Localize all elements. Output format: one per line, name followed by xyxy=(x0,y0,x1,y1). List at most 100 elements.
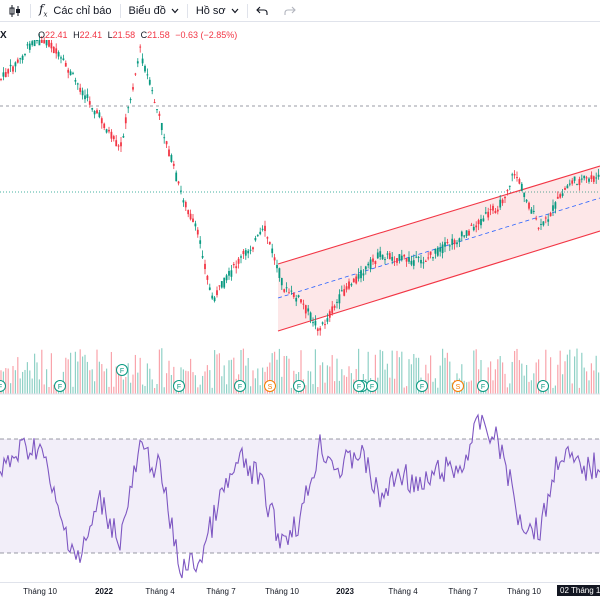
candle-body xyxy=(319,328,322,331)
profile-menu-button[interactable]: Hồ sơ xyxy=(188,0,247,22)
chart-menu-button[interactable]: Biểu đồ xyxy=(121,0,187,22)
volume-bar xyxy=(149,368,151,394)
candle-body xyxy=(273,257,276,261)
volume-bar xyxy=(156,384,158,394)
volume-bar xyxy=(41,349,43,394)
fx-icon: fx xyxy=(39,2,48,19)
candle-body xyxy=(208,287,211,290)
split-event-marker[interactable] xyxy=(264,380,276,392)
candles-style-button[interactable] xyxy=(0,0,30,22)
candle-body xyxy=(100,118,103,124)
earnings-event-marker[interactable] xyxy=(353,380,365,392)
volume-bar xyxy=(84,354,86,394)
volume-bar xyxy=(310,371,312,394)
redo-button[interactable] xyxy=(276,0,304,22)
volume-bar xyxy=(259,385,261,394)
event-markers: FFFFFFSFFFFSFF xyxy=(0,364,549,392)
volume-bar xyxy=(166,373,168,394)
candle-body xyxy=(252,247,254,250)
volume-bar xyxy=(38,379,40,394)
volume-bar xyxy=(146,363,148,394)
time-axis[interactable]: Tháng 10 2022 Tháng 4 Tháng 7 Tháng 10 2… xyxy=(0,582,600,600)
candle-body xyxy=(571,180,574,184)
volume-bar xyxy=(125,376,127,394)
earnings-event-marker[interactable] xyxy=(173,380,185,392)
volume-bar xyxy=(223,365,225,394)
earnings-event-marker[interactable] xyxy=(537,380,549,392)
candle-body xyxy=(576,184,578,186)
candle-body xyxy=(105,129,108,133)
earnings-event-marker[interactable] xyxy=(54,380,66,392)
candle-body xyxy=(48,40,50,47)
volume-bar xyxy=(499,356,501,394)
undo-button[interactable] xyxy=(248,0,276,22)
volume-bar xyxy=(451,382,453,394)
candle-body xyxy=(40,40,43,43)
candle-body xyxy=(24,54,26,56)
candle-body xyxy=(112,136,115,140)
volume-bar xyxy=(504,373,506,394)
volume-bar xyxy=(497,359,499,394)
event-marker-label: S xyxy=(268,384,273,391)
ohlc-legend: O22.41 H22.41 L21.58 C21.58 −0.63 (−2.85… xyxy=(38,30,240,40)
candle-body xyxy=(535,218,538,220)
earnings-event-marker[interactable] xyxy=(366,380,378,392)
volume-bar xyxy=(430,355,432,394)
earnings-event-marker[interactable] xyxy=(0,380,6,392)
channel-lower-line[interactable] xyxy=(277,230,600,332)
event-marker-label: F xyxy=(120,368,124,375)
volume-bar xyxy=(334,381,336,394)
volume-bar xyxy=(305,385,307,394)
split-event-marker[interactable] xyxy=(452,380,464,392)
volume-bar xyxy=(348,366,350,394)
candle-body xyxy=(360,270,362,279)
volume-bar xyxy=(257,368,259,394)
candle-body xyxy=(254,238,257,241)
candle-body xyxy=(88,101,91,105)
ticker-symbol[interactable]: X xyxy=(0,30,7,41)
channel-upper-line[interactable] xyxy=(277,165,600,265)
indicators-button[interactable]: fx Các chỉ báo xyxy=(31,0,120,22)
candle-body xyxy=(292,292,295,298)
event-marker-label: F xyxy=(297,384,301,391)
volume-bar xyxy=(226,384,228,394)
candle-body xyxy=(163,137,166,139)
volume-bar xyxy=(168,360,170,394)
volume-bar xyxy=(137,372,139,394)
volume-bar xyxy=(46,369,48,394)
earnings-event-marker[interactable] xyxy=(477,380,489,392)
volume-bar xyxy=(72,386,74,394)
volume-bar xyxy=(502,362,504,394)
volume-bar xyxy=(523,375,525,394)
volume-bar xyxy=(139,357,141,394)
volume-bar xyxy=(588,380,590,394)
candle-body xyxy=(26,44,29,46)
volume-bar xyxy=(550,357,552,394)
candle-body xyxy=(408,257,410,262)
candle-body xyxy=(448,245,451,247)
earnings-event-marker[interactable] xyxy=(293,380,305,392)
volume-bar xyxy=(17,357,19,394)
volume-bar xyxy=(478,369,480,394)
volume-bar xyxy=(182,369,184,394)
volume-bar xyxy=(518,360,520,394)
candle-body xyxy=(564,188,566,190)
candle-body xyxy=(62,58,65,61)
candle-body xyxy=(196,229,199,235)
volume-bar xyxy=(19,378,21,394)
time-axis-label: Tháng 7 xyxy=(448,587,478,596)
candle-body xyxy=(393,261,396,263)
candle-body xyxy=(156,109,158,111)
volume-bar xyxy=(326,365,328,394)
earnings-event-marker[interactable] xyxy=(416,380,428,392)
earnings-event-marker[interactable] xyxy=(116,364,128,376)
volume-bar xyxy=(118,368,120,394)
earnings-event-marker[interactable] xyxy=(234,380,246,392)
volume-bar xyxy=(70,352,72,394)
candle-body xyxy=(544,217,547,219)
candle-body xyxy=(220,281,223,288)
candle-body xyxy=(367,263,370,266)
candle-body xyxy=(7,69,10,74)
candle-body xyxy=(0,78,2,80)
